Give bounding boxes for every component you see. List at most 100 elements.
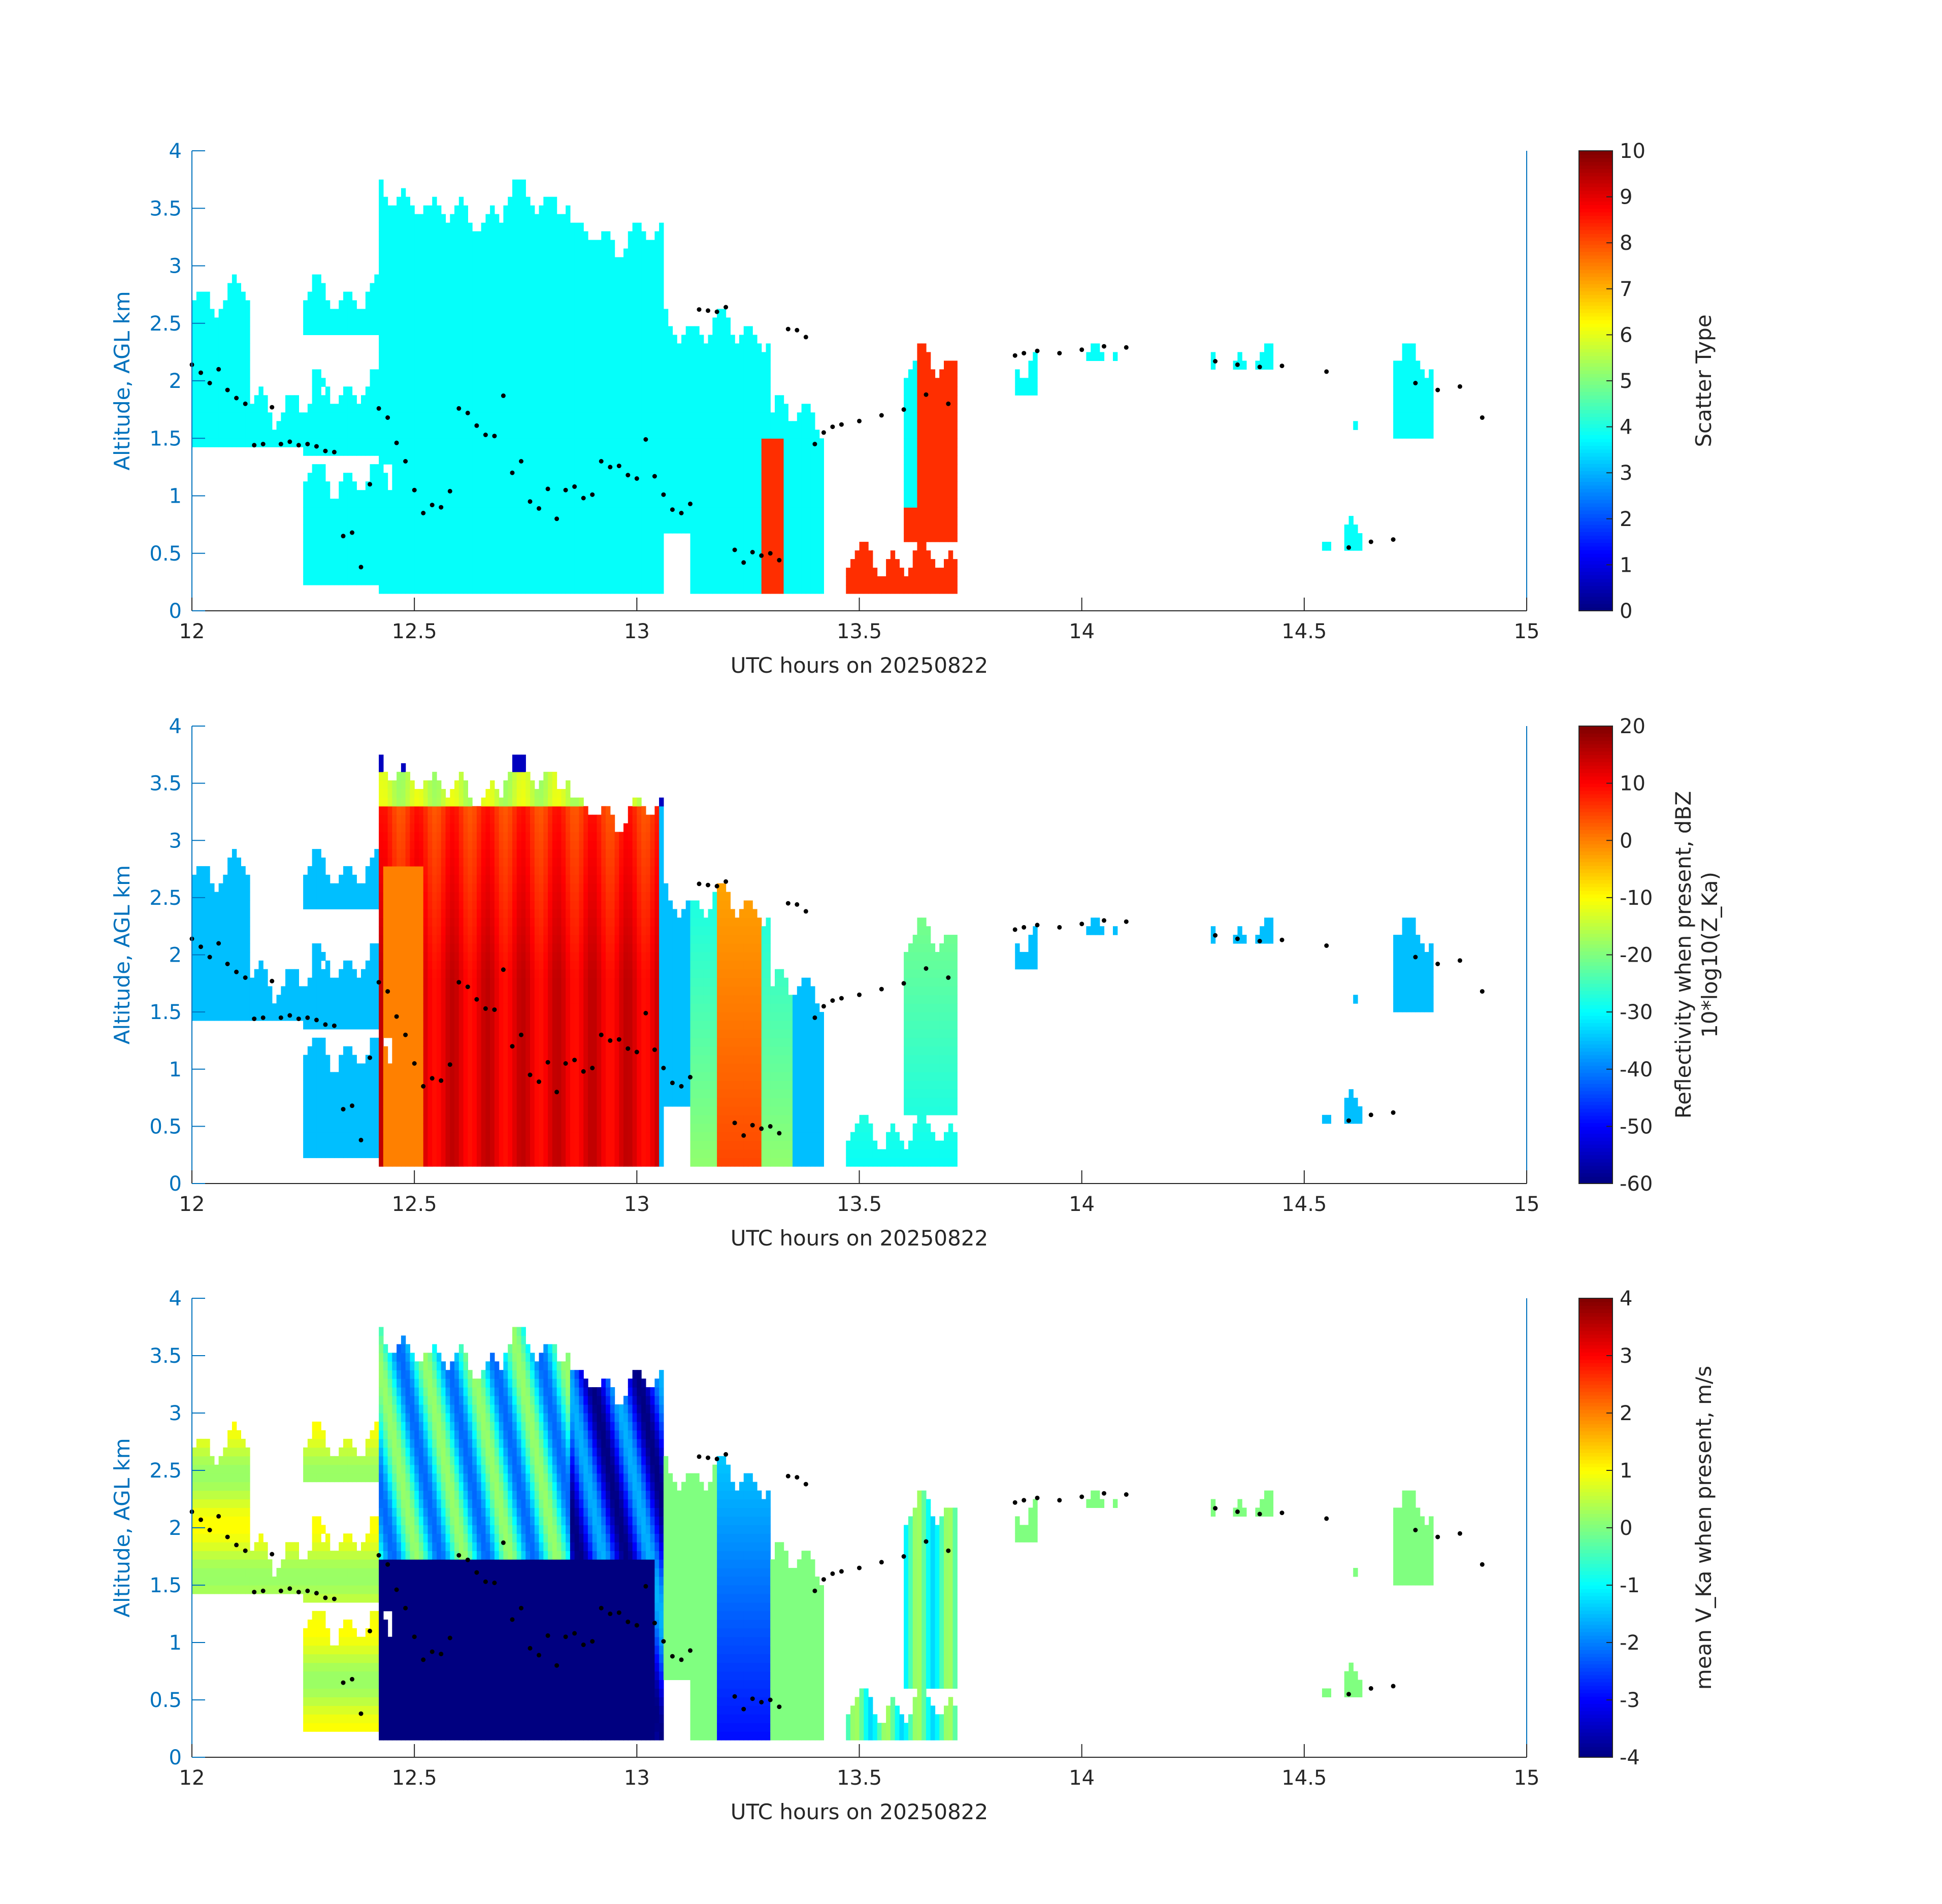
heatmap-cell: [374, 550, 379, 560]
heatmap-cell: [454, 455, 459, 465]
heatmap-cell: [948, 576, 953, 585]
heatmap-cell: [490, 533, 495, 542]
heatmap-cell: [383, 326, 388, 335]
heatmap-cell: [574, 360, 579, 370]
heatmap-cell: [921, 421, 927, 430]
heatmap-cell: [468, 421, 473, 430]
heatmap-cell: [619, 542, 624, 551]
heatmap-cell: [347, 326, 353, 335]
heatmap-cell: [806, 412, 811, 421]
heatmap-cell: [441, 412, 446, 421]
heatmap-cell: [347, 421, 353, 430]
heatmap-cell: [556, 326, 562, 335]
heatmap-cell: [801, 421, 806, 430]
heatmap-cell: [654, 240, 660, 249]
heatmap-cell: [556, 542, 562, 551]
heatmap-cell: [508, 343, 513, 352]
heatmap-cell: [463, 240, 468, 249]
heatmap-cell: [299, 438, 304, 447]
heatmap-cell: [521, 360, 526, 370]
heatmap-cell: [463, 550, 468, 560]
heatmap-cell: [379, 309, 384, 318]
heatmap-cell: [241, 343, 246, 352]
heatmap-cell: [392, 214, 397, 223]
heatmap-cell: [410, 447, 415, 456]
heatmap-cell: [543, 205, 548, 215]
heatmap-cell: [944, 438, 949, 447]
heatmap-cell: [806, 421, 811, 430]
heatmap-cell: [597, 568, 602, 577]
heatmap-cell: [370, 559, 375, 568]
heatmap-cell: [583, 490, 588, 499]
heatmap-cell: [637, 326, 642, 335]
heatmap-cell: [525, 447, 531, 456]
heatmap-cell: [721, 447, 727, 456]
heatmap-cell: [516, 317, 522, 326]
heatmap-cell: [1019, 378, 1025, 387]
heatmap-cell: [530, 455, 535, 465]
heatmap-cell: [752, 438, 758, 447]
heatmap-cell: [570, 412, 575, 421]
heatmap-cell: [307, 404, 313, 413]
heatmap-cell: [445, 369, 450, 378]
heatmap-cell: [601, 309, 606, 318]
heatmap-cell: [387, 585, 392, 594]
heatmap-cell: [445, 317, 450, 326]
heatmap-cell: [418, 550, 424, 560]
heatmap-cell: [908, 447, 913, 456]
heatmap-cell: [819, 481, 824, 490]
heatmap-cell: [592, 430, 598, 439]
heatmap-cell: [766, 447, 771, 456]
heatmap-cell: [685, 473, 691, 482]
heatmap-cell: [779, 516, 784, 525]
heatmap-cell: [908, 576, 913, 585]
heatmap-cell: [806, 447, 811, 456]
heatmap-cell: [423, 404, 429, 413]
heatmap-cell: [806, 430, 811, 439]
heatmap-cell: [543, 300, 548, 309]
heatmap-cell: [516, 550, 522, 560]
heatmap-cell: [921, 490, 927, 499]
heatmap-cell: [623, 430, 629, 439]
heatmap-cell: [717, 568, 722, 577]
heatmap-cell: [245, 335, 250, 344]
heatmap-cell: [525, 412, 531, 421]
heatmap-cell: [561, 326, 566, 335]
heatmap-cell: [890, 568, 896, 577]
heatmap-cell: [756, 559, 762, 568]
heatmap-cell: [641, 421, 646, 430]
heatmap-cell: [481, 576, 486, 585]
heatmap-cell: [556, 266, 562, 275]
heatmap-cell: [485, 499, 490, 508]
heatmap-cell: [601, 283, 606, 292]
heatmap-cell: [548, 550, 553, 560]
heatmap-cell: [512, 438, 517, 447]
heatmap-cell: [632, 550, 637, 560]
heatmap-cell: [454, 438, 459, 447]
heatmap-cell: [721, 576, 727, 585]
heatmap-cell: [810, 481, 815, 490]
heatmap-cell: [583, 559, 588, 568]
heatmap-cell: [779, 499, 784, 508]
heatmap-cell: [583, 335, 588, 344]
heatmap-cell: [503, 386, 508, 396]
heatmap-cell: [365, 317, 371, 326]
heatmap-cell: [499, 421, 504, 430]
heatmap-cell: [476, 240, 482, 249]
heatmap-cell: [445, 585, 450, 594]
heatmap-cell: [525, 378, 531, 387]
heatmap-cell: [944, 507, 949, 516]
heatmap-cell: [592, 240, 598, 249]
heatmap-cell: [543, 360, 548, 370]
heatmap-cell: [930, 524, 936, 534]
heatmap-cell: [490, 360, 495, 370]
heatmap-cell: [552, 317, 557, 326]
heatmap-cell: [307, 559, 313, 568]
heatmap-cell: [641, 550, 646, 560]
heatmap-cell: [410, 499, 415, 508]
heatmap-cell: [258, 386, 264, 396]
heatmap-cell: [508, 248, 513, 258]
heatmap-cell: [761, 395, 767, 404]
heatmap-cell: [325, 395, 331, 404]
heatmap-cell: [352, 438, 357, 447]
